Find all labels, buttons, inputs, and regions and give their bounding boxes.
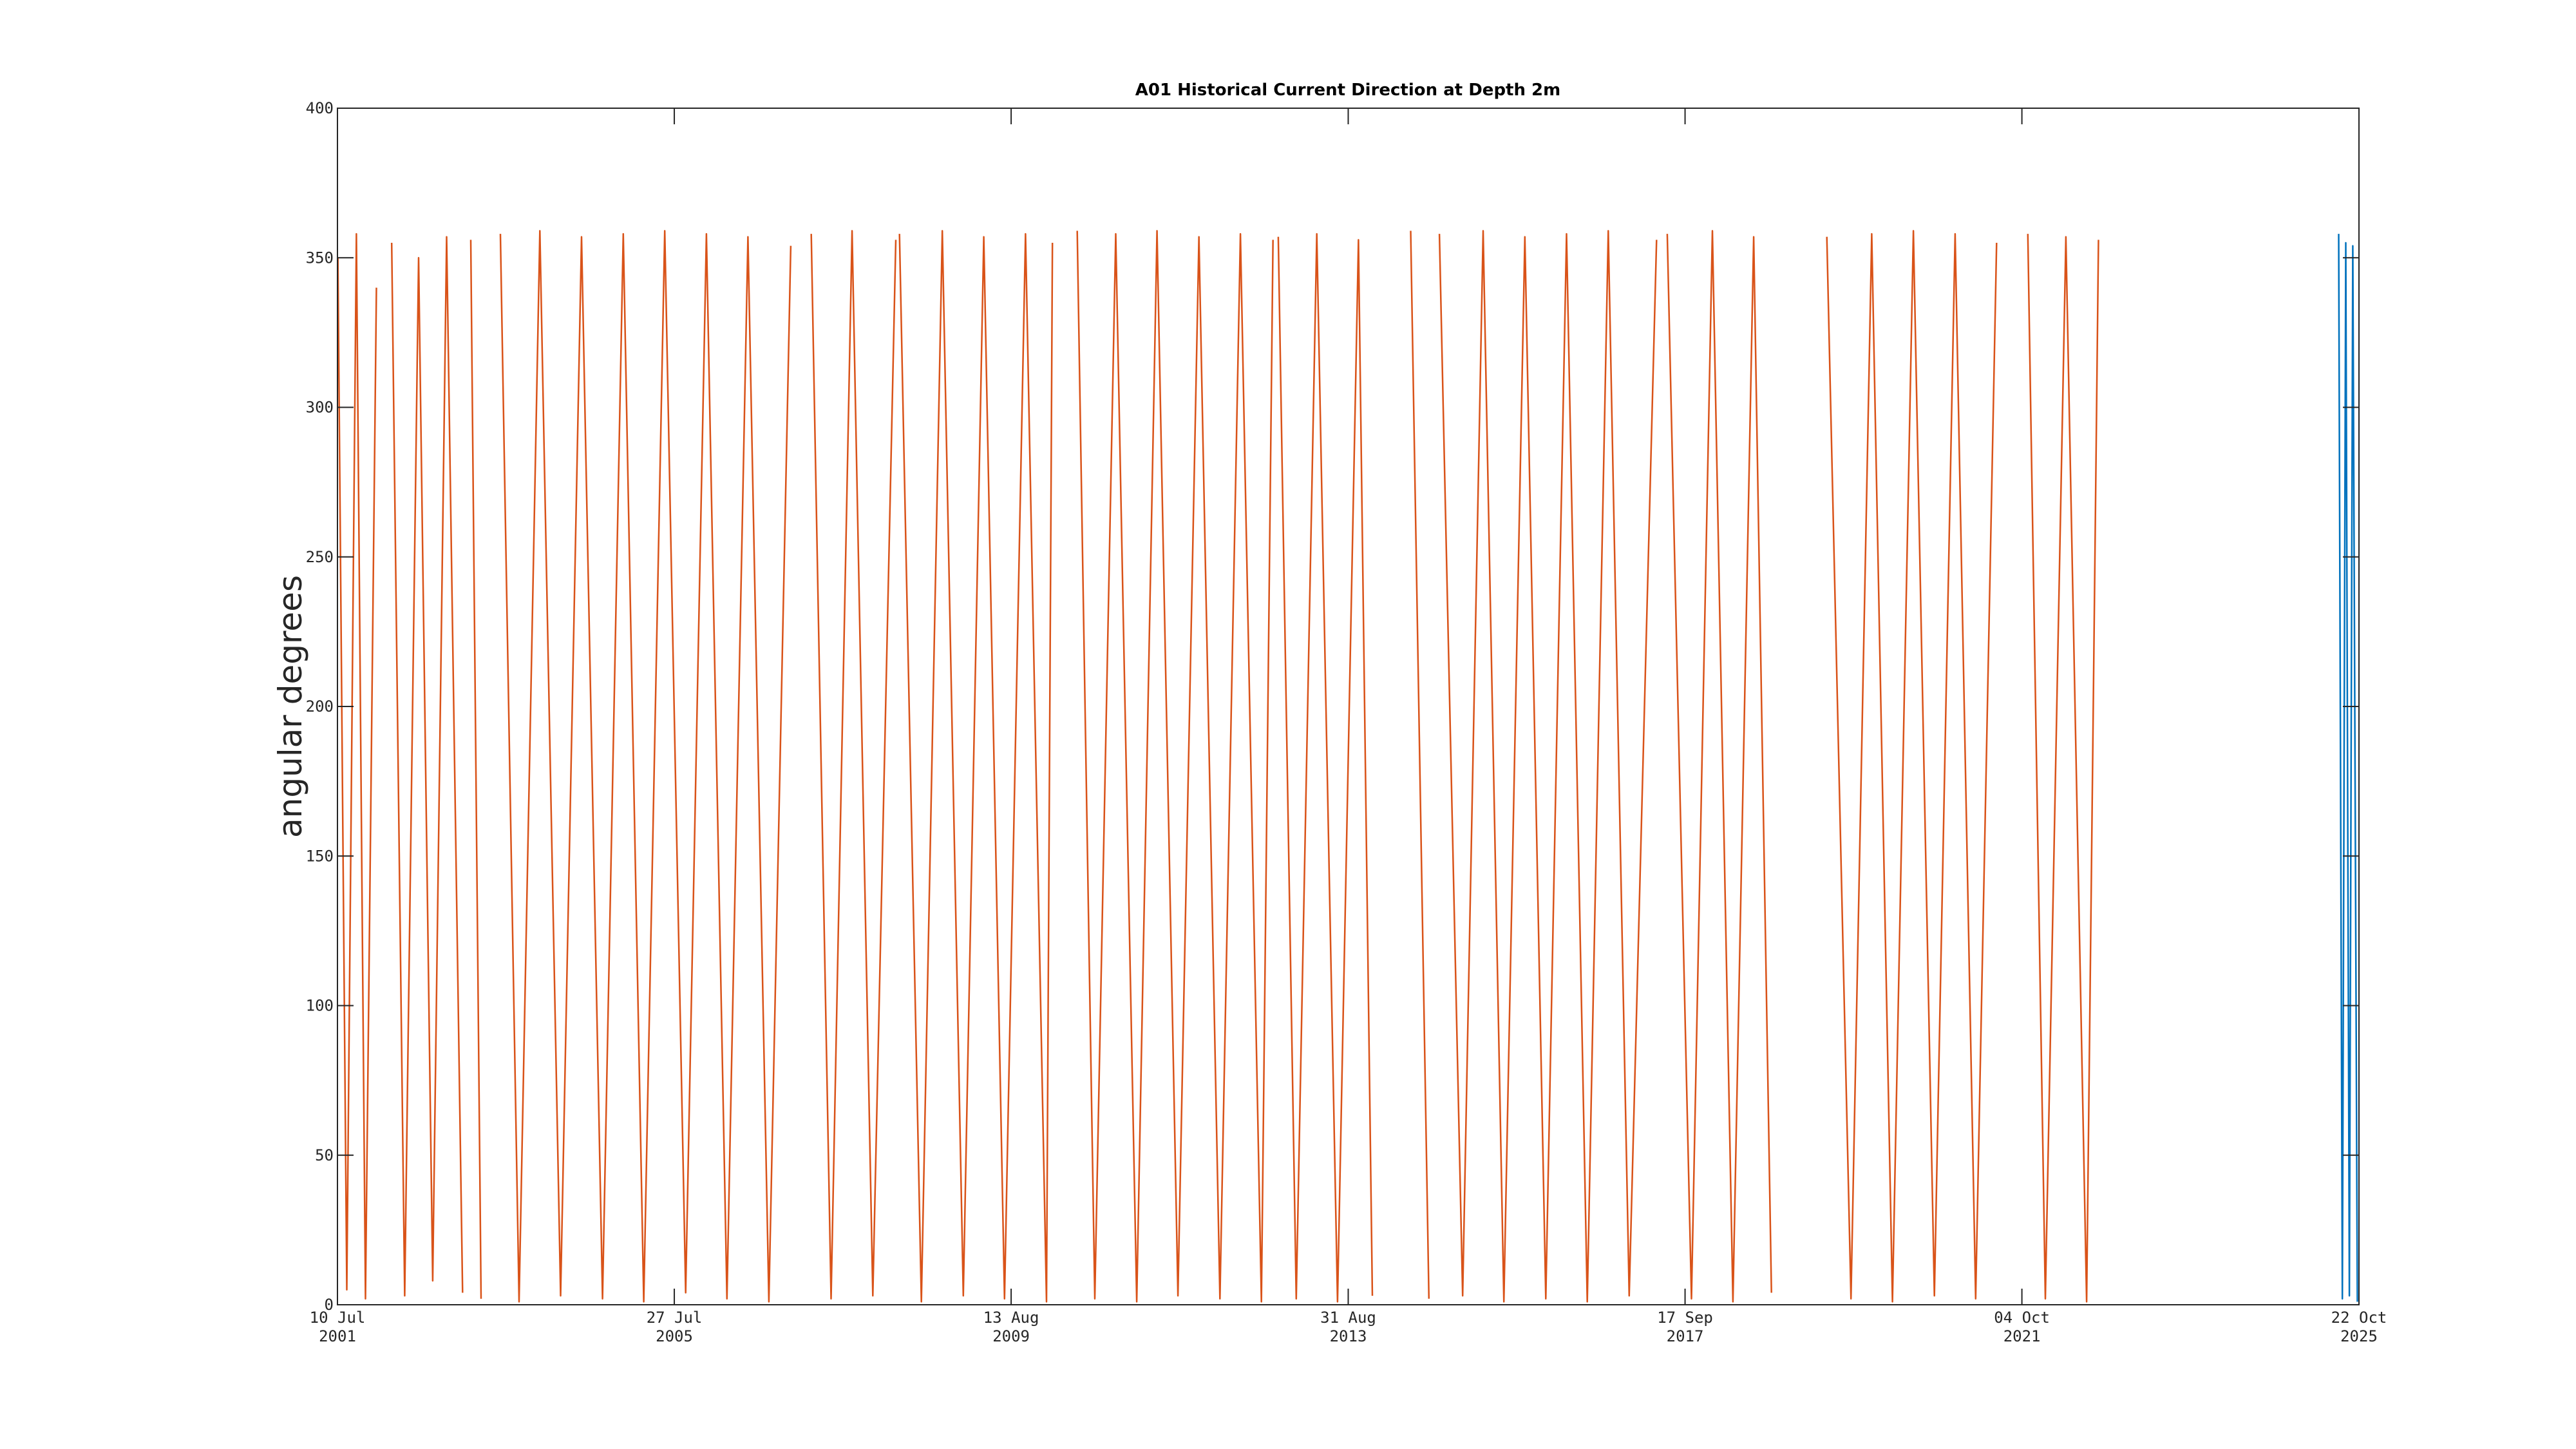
x-tick-year-label: 2001 bbox=[319, 1327, 356, 1345]
data-line bbox=[2338, 234, 2358, 1302]
y-tick-label: 350 bbox=[306, 249, 334, 267]
chart-title: A01 Historical Current Direction at Dept… bbox=[1135, 80, 1560, 100]
y-tick-label: 250 bbox=[306, 548, 334, 566]
plot-area bbox=[337, 230, 2358, 1303]
y-tick-label: 50 bbox=[315, 1146, 334, 1164]
x-tick-year-label: 2013 bbox=[1330, 1327, 1367, 1345]
x-tick-year-label: 2021 bbox=[2003, 1327, 2041, 1345]
x-tick-label: 31 Aug bbox=[1320, 1309, 1376, 1327]
y-axis-label: angular degrees bbox=[272, 575, 309, 838]
x-tick-label: 27 Jul bbox=[647, 1309, 703, 1327]
x-tick-label: 10 Jul bbox=[310, 1309, 366, 1327]
x-tick-year-label: 2005 bbox=[656, 1327, 693, 1345]
y-tick-label: 300 bbox=[306, 399, 334, 417]
y-tick-label: 200 bbox=[306, 697, 334, 715]
y-tick-label: 150 bbox=[306, 847, 334, 865]
y-tick-label: 0 bbox=[325, 1296, 334, 1314]
x-tick-label: 04 Oct bbox=[1994, 1309, 2050, 1327]
x-tick-year-label: 2009 bbox=[992, 1327, 1030, 1345]
y-tick-label: 100 bbox=[306, 997, 334, 1015]
y-tick-label: 400 bbox=[306, 99, 334, 117]
x-tick-label: 22 Oct bbox=[2331, 1309, 2387, 1327]
x-tick-label: 13 Aug bbox=[983, 1309, 1039, 1327]
x-tick-label: 17 Sep bbox=[1657, 1309, 1713, 1327]
x-tick-year-label: 2025 bbox=[2340, 1327, 2378, 1345]
x-tick-year-label: 2017 bbox=[1667, 1327, 1704, 1345]
data-line bbox=[337, 230, 2099, 1303]
